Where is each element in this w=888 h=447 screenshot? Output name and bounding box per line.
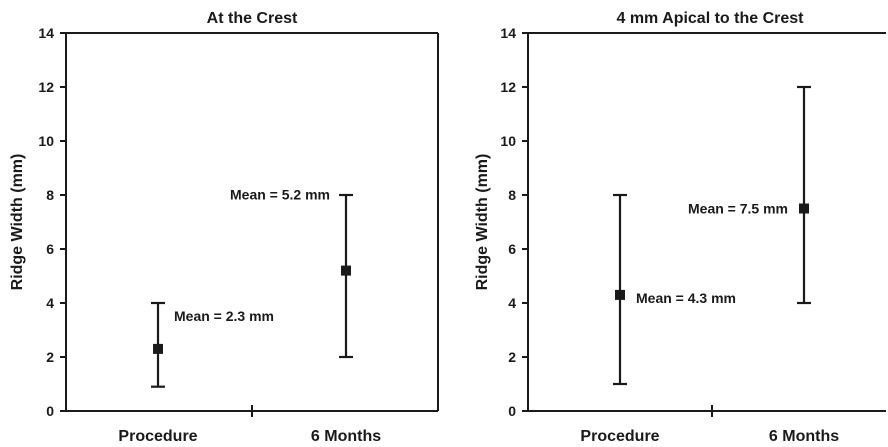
y-tick-label: 8 (508, 187, 516, 203)
y-tick-label: 8 (46, 187, 54, 203)
y-tick-label: 10 (500, 133, 516, 149)
mean-marker (153, 343, 163, 354)
mean-marker (341, 265, 351, 276)
x-category-label: Procedure (580, 428, 659, 445)
mean-data-label: Mean = 4.3 mm (636, 290, 736, 306)
y-tick-label: 14 (38, 25, 54, 41)
mean-marker (615, 289, 625, 300)
y-tick-label: 12 (500, 79, 516, 95)
chart-title: At the Crest (207, 10, 298, 27)
y-tick-label: 6 (508, 241, 516, 257)
y-tick-label: 6 (46, 241, 54, 257)
y-tick-label: 4 (46, 295, 54, 311)
mean-data-label: Mean = 7.5 mm (688, 201, 788, 217)
mean-data-label: Mean = 2.3 mm (174, 308, 274, 324)
y-tick-label: 0 (46, 403, 54, 419)
mean-marker (799, 203, 809, 214)
y-tick-label: 2 (508, 349, 516, 365)
x-category-label: Procedure (118, 428, 197, 445)
y-tick-label: 0 (508, 403, 516, 419)
y-axis-label: Ridge Width (mm) (9, 154, 26, 291)
x-category-label: 6 Months (311, 428, 381, 445)
chart-title: 4 mm Apical to the Crest (616, 10, 804, 27)
x-category-label: 6 Months (769, 428, 839, 445)
y-tick-label: 14 (500, 25, 516, 41)
mean-data-label: Mean = 5.2 mm (230, 187, 330, 203)
y-tick-label: 12 (38, 79, 54, 95)
y-tick-label: 4 (508, 295, 516, 311)
chart-panel-apical-to-the-crest: 4 mm Apical to the Crest 0 2 4 6 8 10 12 14 Ridge… (474, 10, 886, 445)
y-tick-label: 2 (46, 349, 54, 365)
chart-panel-at-the-crest: At the Crest 0 2 4 6 8 10 12 14 Ridge Width (mm) P… (9, 10, 439, 445)
y-axis-label: Ridge Width (mm) (474, 154, 491, 291)
y-tick-label: 10 (38, 133, 54, 149)
